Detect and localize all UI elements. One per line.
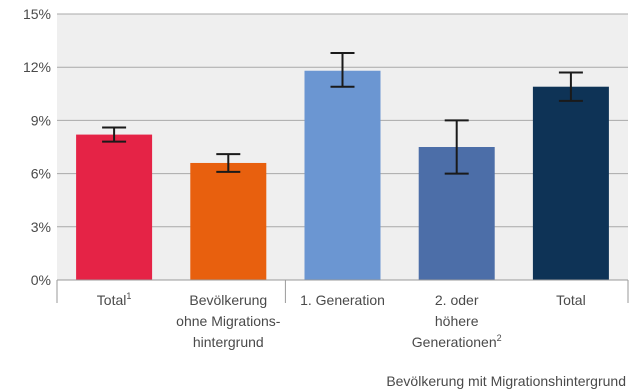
bar: [190, 162, 267, 280]
group-label: Bevölkerung mit Migrationshintergrund: [386, 373, 626, 389]
x-tick-label: Bevölkerung ohne Migrations-hintergrund: [176, 292, 281, 350]
error-bar: [102, 126, 127, 143]
bar: [304, 70, 381, 280]
x-axis-labels: Total1 Bevölkerung ohne Migrations-hinterg…: [97, 291, 586, 350]
y-tick-label: 12%: [23, 59, 51, 75]
x-tick-label: 1. Generation: [300, 292, 385, 308]
x-tick-label: 2. oder höhere Generationen2: [412, 292, 502, 350]
y-tick-label: 9%: [31, 112, 51, 128]
x-tick-label-line: 2. oder: [435, 292, 479, 308]
x-tick-label: Total: [556, 292, 586, 308]
x-tick-label-line: hintergrund: [193, 334, 264, 350]
y-tick-label: 6%: [31, 166, 51, 182]
x-tick-label-line: 1. Generation: [300, 292, 385, 308]
y-tick-label: 3%: [31, 219, 51, 235]
x-tick-label-line: höhere: [435, 313, 479, 329]
x-tick-label-superscript: 1: [126, 291, 131, 301]
y-tick-label: 0%: [31, 272, 51, 288]
x-tick-label-line: ohne Migrations-: [176, 313, 281, 329]
y-axis-ticks: 0% 3% 6% 9% 12% 15%: [23, 6, 51, 288]
error-bars: [102, 52, 583, 175]
error-bar: [330, 52, 355, 88]
x-tick-label: Total1: [97, 291, 132, 308]
bars: [76, 70, 609, 280]
bar: [532, 86, 609, 280]
error-bar: [216, 153, 241, 173]
x-tick-label-superscript: 2: [497, 333, 502, 343]
bar: [76, 134, 153, 280]
x-tick-label-line: Total: [556, 292, 586, 308]
x-tick-label-line: Total: [97, 292, 127, 308]
error-bar: [444, 119, 469, 175]
error-bar: [558, 71, 583, 102]
category-separators: [56, 280, 629, 303]
x-tick-label-line: Generationen: [412, 334, 497, 350]
y-tick-label: 15%: [23, 6, 51, 22]
x-tick-label-line: Bevölkerung: [189, 292, 267, 308]
